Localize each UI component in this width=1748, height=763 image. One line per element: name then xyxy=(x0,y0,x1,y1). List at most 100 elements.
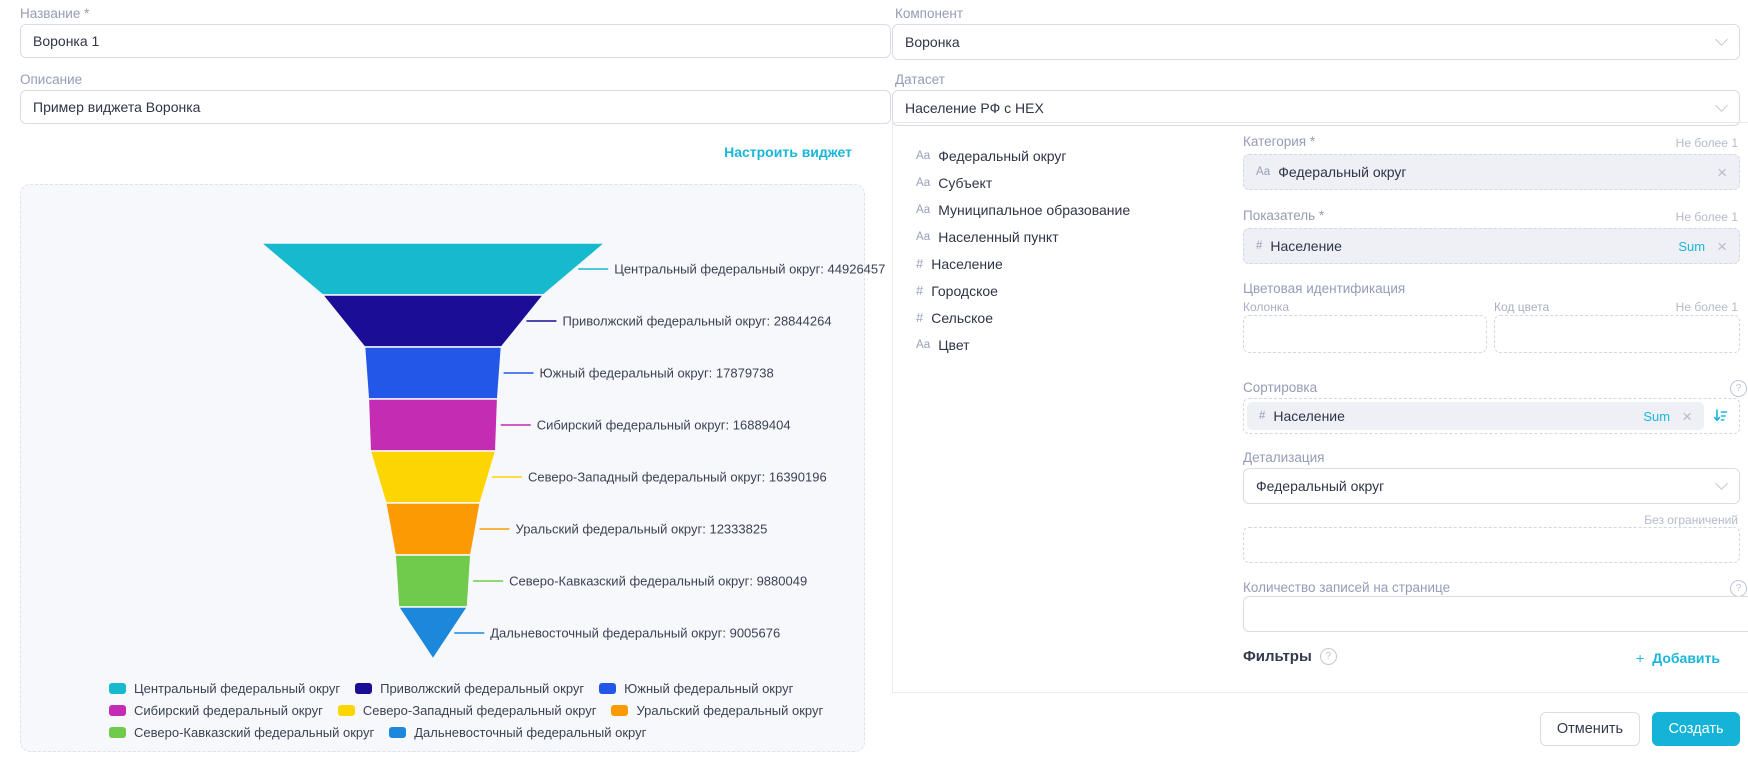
number-type-icon: # xyxy=(1259,410,1266,422)
legend-item[interactable]: Центральный федеральный округ xyxy=(109,681,340,696)
legend-swatch xyxy=(389,726,407,738)
legend-label: Приволжский федеральный округ xyxy=(380,680,585,696)
dataset-field-item[interactable]: Аа Цвет xyxy=(916,331,1216,358)
dataset-field-item[interactable]: Аа Субъект xyxy=(916,169,1216,196)
funnel-label: Сибирский федеральный округ: 16889404 xyxy=(537,418,791,433)
region-divider-top xyxy=(892,122,1748,123)
legend-swatch xyxy=(355,682,373,694)
aggregation-badge[interactable]: Sum xyxy=(1643,408,1671,424)
text-type-icon: Аа xyxy=(916,203,931,216)
legend-item[interactable]: Уральский федеральный округ xyxy=(611,703,823,718)
close-icon[interactable]: × xyxy=(1717,236,1727,256)
dataset-select[interactable]: Население РФ с НЕХ xyxy=(892,90,1740,126)
sorting-chip[interactable]: # Население Sum × xyxy=(1247,402,1704,430)
color-hint: Не более 1 xyxy=(1675,300,1738,314)
detail-select[interactable]: Федеральный округ xyxy=(1243,468,1740,504)
add-filter-button[interactable]: + Добавить xyxy=(1636,650,1720,666)
category-label: Категория * xyxy=(1243,134,1316,149)
page-size-input[interactable] xyxy=(1243,596,1748,632)
funnel-segment[interactable] xyxy=(397,606,469,661)
sort-descending-icon xyxy=(1713,409,1728,422)
chevron-down-icon xyxy=(1715,477,1728,490)
name-label: Название * xyxy=(20,6,90,21)
category-chip-label: Федеральный округ xyxy=(1278,164,1407,180)
legend-label: Южный федеральный округ xyxy=(624,680,794,696)
measure-hint: Не более 1 xyxy=(1675,210,1738,224)
text-type-icon: Аа xyxy=(916,176,931,189)
funnel-segment[interactable] xyxy=(369,450,497,504)
number-type-icon: # xyxy=(916,310,924,325)
legend-item[interactable]: Северо-Кавказский федеральный округ xyxy=(109,725,374,740)
help-icon[interactable]: ? xyxy=(1730,580,1747,597)
description-label: Описание xyxy=(20,72,83,87)
legend-swatch xyxy=(611,704,629,716)
legend-label: Центральный федеральный округ xyxy=(134,680,341,696)
legend-label: Северо-Кавказский федеральный округ xyxy=(134,724,375,740)
color-identification-label: Цветовая идентификация xyxy=(1243,281,1406,296)
close-icon[interactable]: × xyxy=(1682,406,1692,426)
dataset-field-item[interactable]: # Городское xyxy=(916,277,1216,304)
funnel-segment[interactable] xyxy=(394,554,472,608)
dataset-field-item[interactable]: Аа Муниципальное образование xyxy=(916,196,1216,223)
help-icon[interactable]: ? xyxy=(1730,380,1747,397)
funnel-label: Северо-Кавказский федеральный округ: 988… xyxy=(509,574,807,589)
page-size-help: ? xyxy=(1730,578,1747,597)
funnel-label: Южный федеральный округ: 17879738 xyxy=(540,366,774,381)
dataset-field-item[interactable]: Аа Населенный пункт xyxy=(916,223,1216,250)
name-input[interactable] xyxy=(20,24,891,58)
dataset-field-item[interactable]: # Население xyxy=(916,250,1216,277)
color-code-dropzone[interactable] xyxy=(1494,315,1740,353)
legend-item[interactable]: Южный федеральный округ xyxy=(599,681,793,696)
sorting-field[interactable]: # Население Sum × xyxy=(1243,398,1740,434)
legend-swatch xyxy=(599,682,617,694)
close-icon[interactable]: × xyxy=(1717,162,1727,182)
component-value: Воронка xyxy=(905,34,960,50)
dataset-field-label: Цвет xyxy=(938,336,970,353)
plus-icon: + xyxy=(1636,650,1645,666)
funnel-chart-card: Центральный федеральный округ: 44926457 П… xyxy=(20,184,885,752)
aggregation-badge[interactable]: Sum xyxy=(1678,238,1706,254)
funnel-label: Дальневосточный федеральный округ: 90056… xyxy=(490,626,780,641)
help-icon[interactable]: ? xyxy=(1319,648,1337,665)
legend-item[interactable]: Дальневосточный федеральный округ xyxy=(389,725,646,740)
text-type-icon: Аа xyxy=(916,230,931,243)
dataset-field-item[interactable]: # Сельское xyxy=(916,304,1216,331)
category-field[interactable]: Аа Федеральный округ × xyxy=(1243,154,1740,190)
legend-item[interactable]: Сибирский федеральный округ xyxy=(109,703,323,718)
funnel-segment[interactable] xyxy=(363,346,503,400)
footer-divider xyxy=(892,692,1748,693)
dataset-label: Датасет xyxy=(895,72,945,87)
configure-widget-link[interactable]: Настроить виджет xyxy=(724,144,852,160)
dataset-field-label: Городское xyxy=(931,282,998,299)
sorting-help: ? xyxy=(1730,378,1747,397)
legend-item[interactable]: Приволжский федеральный округ xyxy=(355,681,584,696)
dataset-field-item[interactable]: Аа Федеральный округ xyxy=(916,142,1216,169)
funnel-segment[interactable] xyxy=(367,398,499,452)
page-size-label: Количество записей на странице xyxy=(1243,580,1451,595)
limit-dropzone[interactable] xyxy=(1243,527,1740,563)
sort-direction-button[interactable] xyxy=(1704,408,1736,424)
dataset-field-label: Муниципальное образование xyxy=(938,201,1131,218)
create-button[interactable]: Создать xyxy=(1652,712,1740,746)
text-type-icon: Аа xyxy=(916,338,931,351)
funnel-segment[interactable] xyxy=(258,242,608,296)
description-input[interactable] xyxy=(20,90,891,124)
chart-legend: Центральный федеральный округ Приволжский… xyxy=(109,677,823,743)
legend-item[interactable]: Северо-Западный федеральный округ xyxy=(337,702,597,718)
funnel-chart: Центральный федеральный округ: 44926457 П… xyxy=(258,242,885,661)
legend-label: Северо-Западный федеральный округ xyxy=(362,702,597,718)
region-divider-left xyxy=(892,122,893,692)
component-select[interactable]: Воронка xyxy=(892,24,1740,60)
funnel-segment[interactable] xyxy=(384,502,482,556)
measure-field[interactable]: # Население Sum × xyxy=(1243,228,1740,264)
color-column-dropzone[interactable] xyxy=(1243,315,1487,353)
dataset-field-label: Федеральный округ xyxy=(938,147,1067,164)
funnel-segment[interactable] xyxy=(321,294,545,348)
sorting-label: Сортировка xyxy=(1243,380,1318,395)
filters-label: Фильтры xyxy=(1243,648,1312,665)
text-type-icon: Аа xyxy=(1256,166,1271,178)
cancel-button[interactable]: Отменить xyxy=(1540,712,1640,746)
measure-chip-label: Население xyxy=(1270,238,1342,254)
funnel-label: Центральный федеральный округ: 44926457 xyxy=(614,262,885,277)
add-filter-label: Добавить xyxy=(1652,650,1720,666)
